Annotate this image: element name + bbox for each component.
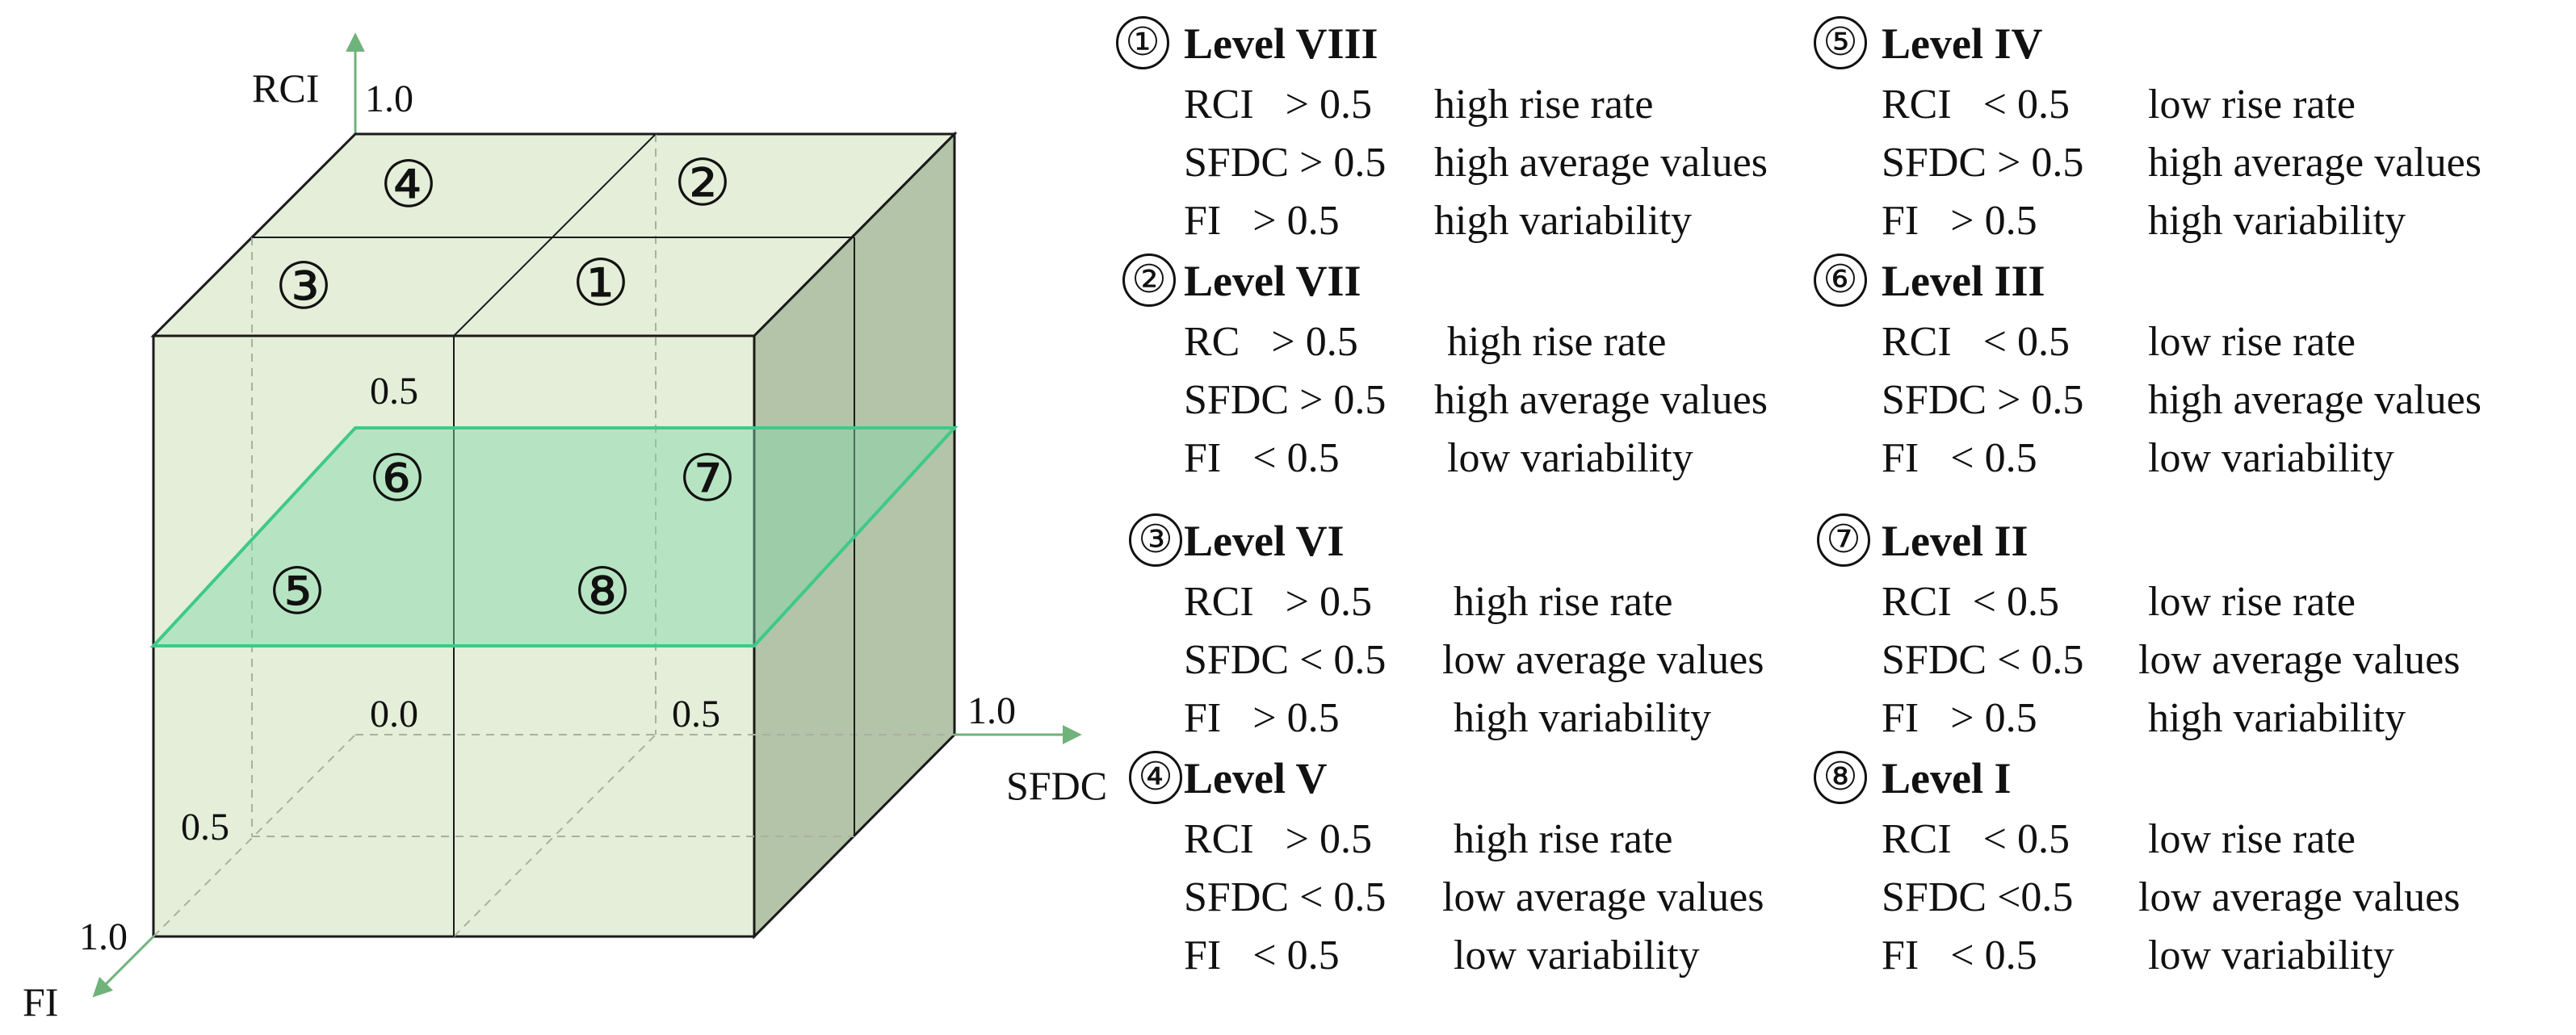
criterion-description: high average values <box>2148 140 2482 186</box>
level-title: Level VI <box>1184 517 1345 565</box>
region-label: ⑦ <box>678 444 736 515</box>
criterion-description: low average values <box>1442 637 1764 683</box>
level-number-badge: ④ <box>1129 751 1182 804</box>
rci-mid-label: 0.5 <box>370 370 418 413</box>
criterion-metric: SFDC > 0.5 <box>1184 377 1387 423</box>
criterion-metric: RCI > 0.5 <box>1184 579 1373 625</box>
level-block-7: ⑦ Level II RCI < 0.5 low rise rate SFDC <… <box>1812 509 2539 743</box>
criterion-metric: RCI < 0.5 <box>1882 816 2070 862</box>
threshold-plane <box>149 426 959 647</box>
criterion-description: low variability <box>2148 932 2394 978</box>
region-label: ① <box>572 249 630 320</box>
criterion-description: low variability <box>1447 435 1693 481</box>
origin-label: 0.0 <box>370 693 418 735</box>
criterion-description: high rise rate <box>1434 82 1654 128</box>
level-block-5: ⑤ Level IV RCI < 0.5 low rise rate SFDC >… <box>1812 11 2539 245</box>
criterion-metric: FI < 0.5 <box>1882 932 2037 978</box>
level-block-8: ⑧ Level I RCI < 0.5 low rise rate SFDC <0… <box>1812 746 2539 980</box>
cube-diagram: RCI 1.0 0.5 0.0 0.5 1.0 SFDC 0.5 1.0 FI … <box>23 32 1107 1025</box>
level-title: Level VIII <box>1184 19 1378 68</box>
criterion-description: high variability <box>1434 198 1693 244</box>
rci-max-label: 1.0 <box>365 78 413 120</box>
criterion-metric: SFDC < 0.5 <box>1882 637 2084 683</box>
rci-axis-label: RCI <box>252 65 319 111</box>
criterion-description: low variability <box>2148 435 2394 481</box>
criterion-description: low rise rate <box>2148 816 2356 862</box>
criterion-description: low rise rate <box>2148 579 2356 625</box>
criterion-metric: FI > 0.5 <box>1882 695 2037 741</box>
level-number-badge: ⑥ <box>1814 254 1867 307</box>
level-block-1: ① Level VIII RCI > 0.5 high rise rate SFD… <box>1114 11 1841 245</box>
criterion-description: high average values <box>1434 377 1768 423</box>
level-number-badge: ⑧ <box>1814 751 1867 804</box>
criterion-metric: FI > 0.5 <box>1184 695 1340 741</box>
sfdc-axis-label: SFDC <box>1006 763 1107 808</box>
criterion-description: high rise rate <box>1447 319 1667 365</box>
level-block-2: ② Level VII RC > 0.5 high rise rate SFDC … <box>1114 249 1841 483</box>
sfdc-mid-label: 0.5 <box>672 693 720 735</box>
criterion-description: high rise rate <box>1454 816 1673 862</box>
region-label: ⑤ <box>268 557 326 628</box>
fi-max-label: 1.0 <box>79 916 128 958</box>
criterion-description: high average values <box>1434 140 1768 186</box>
criterion-metric: SFDC > 0.5 <box>1882 140 2084 186</box>
criterion-metric: FI > 0.5 <box>1882 198 2037 244</box>
criterion-metric: RCI < 0.5 <box>1882 319 2070 365</box>
level-number-badge: ② <box>1122 254 1176 307</box>
criterion-metric: RCI < 0.5 <box>1882 579 2060 625</box>
level-number-badge: ① <box>1116 16 1169 69</box>
criterion-description: high variability <box>1454 695 1712 741</box>
level-title: Level VII <box>1184 257 1361 305</box>
criterion-description: high rise rate <box>1454 579 1673 625</box>
level-title: Level IV <box>1882 19 2043 68</box>
criterion-metric: SFDC > 0.5 <box>1184 140 1387 186</box>
level-title: Level V <box>1184 754 1328 802</box>
level-number-badge: ⑦ <box>1817 513 1870 567</box>
region-label: ⑥ <box>368 444 426 515</box>
region-label: ⑧ <box>573 557 631 628</box>
criterion-metric: RC > 0.5 <box>1184 319 1358 365</box>
criterion-description: high variability <box>2148 198 2406 244</box>
fi-mid-label: 0.5 <box>181 806 229 849</box>
criterion-description: low average values <box>1442 874 1764 920</box>
criterion-metric: RCI < 0.5 <box>1882 82 2070 128</box>
criterion-metric: FI < 0.5 <box>1184 932 1340 978</box>
level-block-3: ③ Level VI RCI > 0.5 high rise rate SFDC … <box>1114 509 1841 743</box>
criterion-description: low average values <box>2138 637 2461 683</box>
criterion-metric: SFDC < 0.5 <box>1184 874 1387 920</box>
criterion-metric: FI < 0.5 <box>1882 435 2037 481</box>
region-dividers <box>252 133 855 937</box>
criterion-description: high average values <box>2148 377 2482 423</box>
criterion-metric: SFDC <0.5 <box>1882 874 2074 920</box>
criterion-metric: SFDC < 0.5 <box>1184 637 1387 683</box>
level-block-6: ⑥ Level III RCI < 0.5 low rise rate SFDC … <box>1812 249 2539 483</box>
criterion-metric: RCI > 0.5 <box>1184 82 1373 128</box>
level-legend: ① Level VIII RCI > 0.5 high rise rate SFD… <box>1114 11 2568 1020</box>
criterion-description: low average values <box>2138 874 2461 920</box>
criterion-metric: RCI > 0.5 <box>1184 816 1373 862</box>
fi-axis <box>92 935 155 998</box>
region-label: ④ <box>380 150 438 221</box>
criterion-description: low rise rate <box>2148 82 2356 128</box>
criterion-description: high variability <box>2148 695 2406 741</box>
level-title: Level II <box>1882 517 2028 565</box>
criterion-metric: SFDC > 0.5 <box>1882 377 2084 423</box>
criterion-metric: FI < 0.5 <box>1184 435 1340 481</box>
criterion-metric: FI > 0.5 <box>1184 198 1340 244</box>
sfdc-max-label: 1.0 <box>967 689 1016 732</box>
region-label: ③ <box>275 252 333 323</box>
level-title: Level I <box>1882 754 2012 802</box>
criterion-description: low variability <box>1454 932 1700 978</box>
level-number-badge: ⑤ <box>1814 16 1867 69</box>
criterion-description: low rise rate <box>2148 319 2356 365</box>
level-title: Level III <box>1882 257 2045 305</box>
level-number-badge: ③ <box>1129 513 1182 567</box>
region-label: ② <box>673 149 732 220</box>
level-block-4: ④ Level V RCI > 0.5 high rise rate SFDC <… <box>1114 746 1841 980</box>
fi-axis-label: FI <box>23 979 58 1025</box>
